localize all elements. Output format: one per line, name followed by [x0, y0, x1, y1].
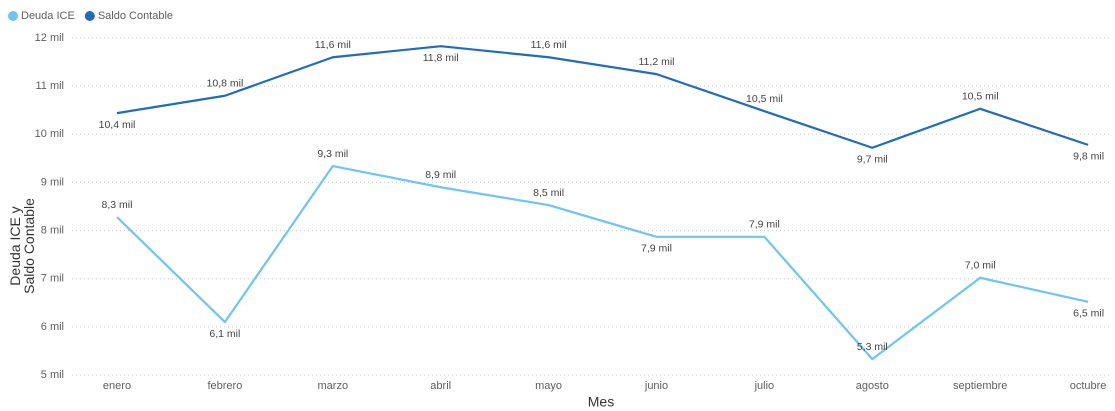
y-tick-label: 12 mil: [35, 32, 64, 44]
x-tick-label: febrero: [207, 380, 242, 392]
data-label: 6,1 mil: [209, 328, 240, 340]
x-tick-label: septiembre: [953, 380, 1007, 392]
y-axis-title: Deuda ICE y Saldo Contable: [7, 198, 37, 294]
data-label: 11,2 mil: [639, 56, 675, 68]
x-tick-label: marzo: [318, 380, 349, 392]
data-label: 11,6 mil: [315, 39, 351, 51]
series-line: [116, 164, 1089, 361]
x-tick-label: abril: [430, 380, 451, 392]
data-label: 10,8 mil: [207, 78, 244, 90]
x-tick-label: junio: [644, 380, 668, 392]
x-tick-label: agosto: [856, 380, 889, 392]
data-label: 6,5 mil: [1073, 308, 1104, 320]
y-tick-label: 7 mil: [41, 273, 64, 285]
series-line: [116, 45, 1089, 149]
legend-label: Saldo Contable: [98, 10, 173, 22]
data-label: 10,5 mil: [746, 93, 783, 105]
data-label: 9,7 mil: [857, 154, 888, 166]
data-label: 7,0 mil: [965, 260, 996, 272]
data-label: 5,3 mil: [857, 341, 888, 353]
data-label: 9,3 mil: [317, 148, 348, 160]
legend-label: Deuda ICE: [21, 10, 75, 22]
data-label: 9,8 mil: [1073, 151, 1104, 163]
data-label: 10,5 mil: [962, 91, 999, 103]
x-tick-label: octubre: [1070, 380, 1107, 392]
y-tick-label: 11 mil: [35, 80, 64, 92]
y-tick-label: 10 mil: [35, 128, 64, 140]
legend-marker: [8, 11, 18, 21]
data-label: 10,4 mil: [99, 119, 136, 131]
x-tick-label: mayo: [535, 380, 562, 392]
y-tick-label: 6 mil: [41, 321, 64, 333]
data-label: 11,8 mil: [423, 52, 459, 64]
x-tick-label: julio: [754, 380, 775, 392]
data-label: 11,6 mil: [531, 39, 567, 51]
data-label: 8,9 mil: [425, 169, 456, 181]
data-label: 7,9 mil: [749, 219, 780, 231]
data-label: 8,5 mil: [533, 187, 564, 199]
x-tick-label: enero: [103, 380, 131, 392]
y-tick-label: 8 mil: [41, 224, 64, 236]
data-label: 8,3 mil: [102, 199, 133, 211]
legend-marker: [84, 11, 95, 21]
x-axis-title: Mes: [588, 394, 614, 410]
data-label: 7,9 mil: [641, 243, 672, 255]
y-tick-label: 9 mil: [41, 176, 64, 188]
y-tick-label: 5 mil: [41, 369, 64, 381]
